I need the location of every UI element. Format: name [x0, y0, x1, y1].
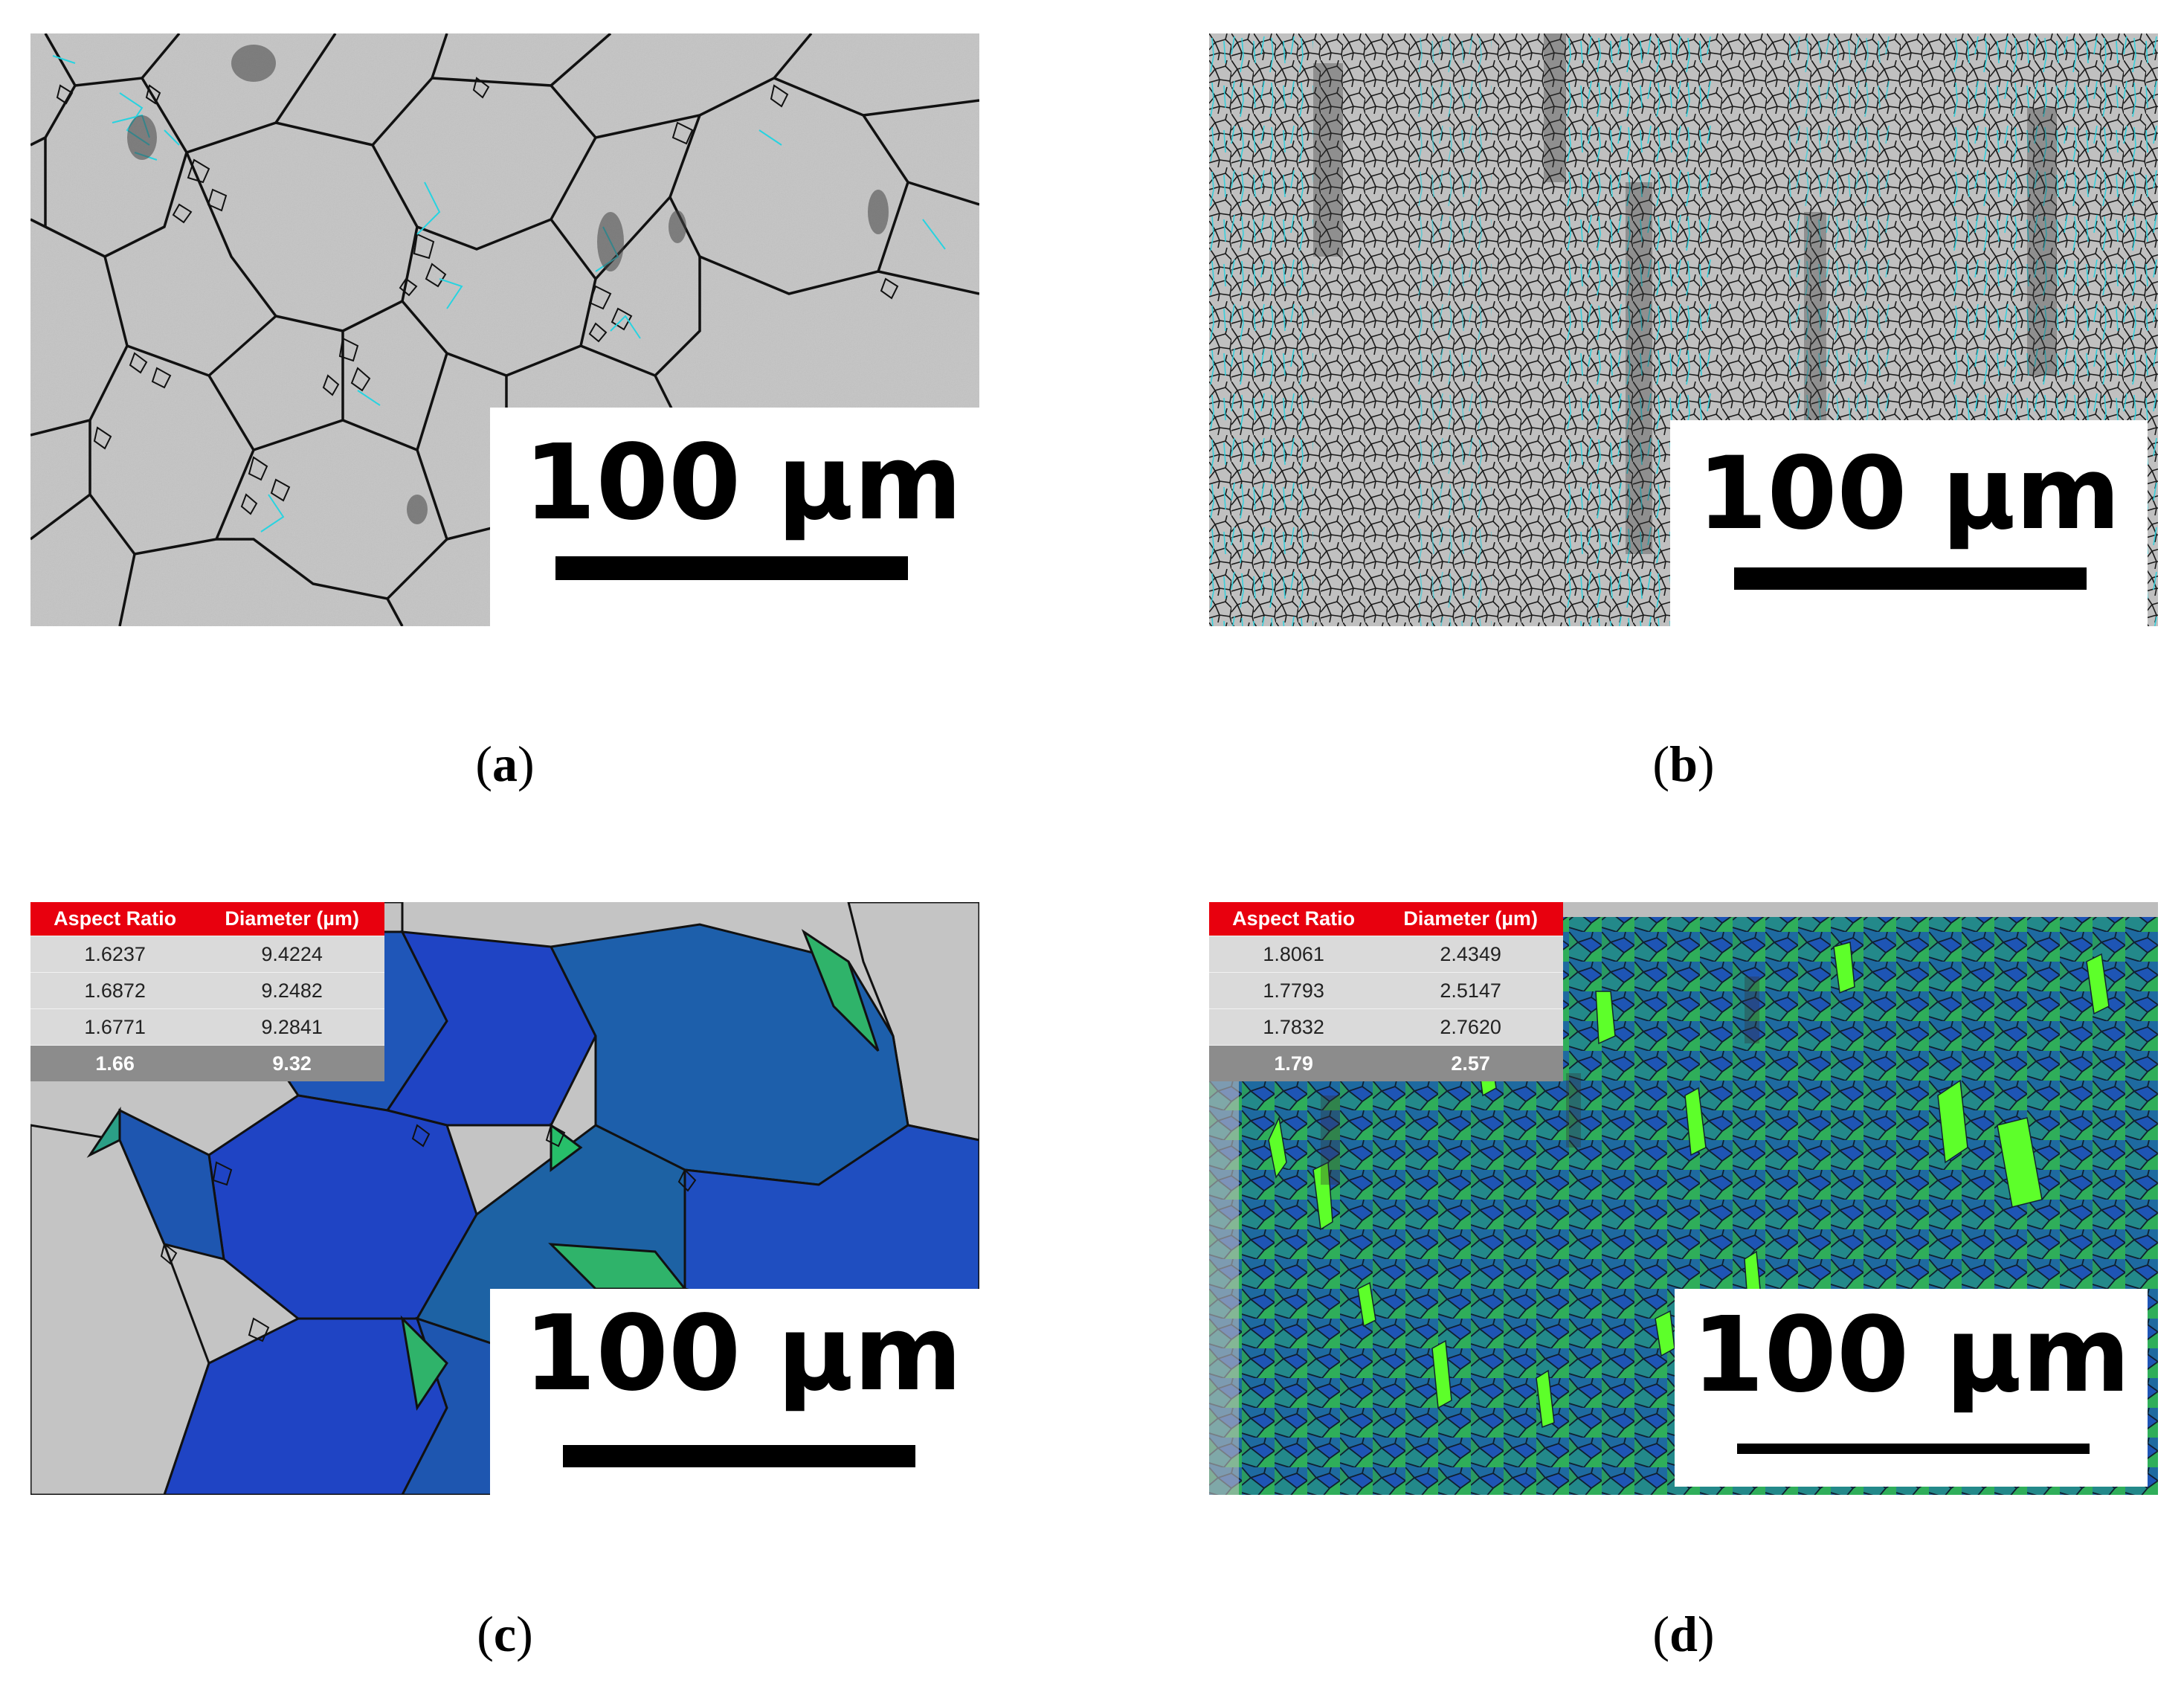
- caption-c: (c): [477, 1606, 533, 1662]
- aspect-ratio-mean: 1.79: [1209, 1045, 1379, 1081]
- micrograph-panel-a: 100 µm: [30, 33, 979, 626]
- table-row: 1.6872 9.2482: [30, 972, 384, 1009]
- table-row: 1.7832 2.7620: [1209, 1008, 1563, 1046]
- scale-bar-d: 100 µm: [1675, 1289, 2148, 1487]
- table-row: 1.6237 9.4224: [30, 936, 384, 973]
- caption-label-b: b: [1669, 736, 1698, 792]
- aspect-ratio-cell: 1.7832: [1209, 1008, 1379, 1046]
- scale-bar-label: 100 µm: [1697, 435, 2121, 552]
- micrograph-panel-c: Aspect Ratio Diameter (µm) 1.6237 9.4224…: [30, 902, 979, 1495]
- table-summary-row: 1.79 2.57: [1209, 1045, 1563, 1081]
- diameter-header: Diameter (µm): [1378, 902, 1563, 936]
- table-row: 1.8061 2.4349: [1209, 936, 1563, 973]
- diameter-cell: 2.4349: [1378, 936, 1563, 973]
- scale-bar-label: 100 µm: [524, 422, 962, 544]
- aspect-ratio-cell: 1.6771: [30, 1008, 200, 1046]
- scale-bar-line: [555, 556, 908, 580]
- aspect-ratio-cell: 1.8061: [1209, 936, 1379, 973]
- micrograph-panel-b: 100 µm: [1209, 33, 2158, 626]
- diameter-cell: 9.2841: [199, 1008, 384, 1046]
- table-row: 1.6771 9.2841: [30, 1008, 384, 1046]
- diameter-cell: 2.7620: [1378, 1008, 1563, 1046]
- scale-bar-label: 100 µm: [1692, 1295, 2130, 1416]
- caption-d: (d): [1652, 1606, 1715, 1662]
- scale-bar-line: [1734, 567, 2087, 590]
- scale-bar-line: [1737, 1444, 2090, 1454]
- scale-bar-c: 100 µm: [490, 1289, 979, 1495]
- scale-bar-b: 100 µm: [1670, 420, 2148, 626]
- scale-bar-label: 100 µm: [524, 1293, 962, 1415]
- sem-micrograph-a: [30, 33, 979, 626]
- aspect-ratio-cell: 1.7793: [1209, 972, 1379, 1009]
- aspect-ratio-header: Aspect Ratio: [30, 902, 200, 936]
- aspect-ratio-mean: 1.66: [30, 1045, 200, 1081]
- table-summary-row: 1.66 9.32: [30, 1045, 384, 1081]
- caption-label-c: c: [493, 1606, 517, 1662]
- aspect-ratio-cell: 1.6872: [30, 972, 200, 1009]
- table-header-row: Aspect Ratio Diameter (µm): [1209, 902, 1563, 936]
- caption-b: (b): [1652, 736, 1715, 792]
- diameter-cell: 2.5147: [1378, 972, 1563, 1009]
- scale-bar-line: [563, 1445, 915, 1467]
- grain-stats-table-c: Aspect Ratio Diameter (µm) 1.6237 9.4224…: [30, 902, 384, 1081]
- diameter-mean: 2.57: [1378, 1045, 1563, 1081]
- table-header-row: Aspect Ratio Diameter (µm): [30, 902, 384, 936]
- diameter-cell: 9.4224: [199, 936, 384, 973]
- micrograph-panel-d: Aspect Ratio Diameter (µm) 1.8061 2.4349…: [1209, 902, 2158, 1495]
- grain-stats-table-d: Aspect Ratio Diameter (µm) 1.8061 2.4349…: [1209, 902, 1563, 1081]
- scale-bar-a: 100 µm: [490, 408, 979, 626]
- diameter-cell: 9.2482: [199, 972, 384, 1009]
- aspect-ratio-header: Aspect Ratio: [1209, 902, 1379, 936]
- diameter-header: Diameter (µm): [199, 902, 384, 936]
- caption-a: (a): [475, 736, 535, 792]
- caption-label-d: d: [1669, 1606, 1698, 1662]
- diameter-mean: 9.32: [199, 1045, 384, 1081]
- table-row: 1.7793 2.5147: [1209, 972, 1563, 1009]
- caption-label-a: a: [492, 736, 518, 792]
- aspect-ratio-cell: 1.6237: [30, 936, 200, 973]
